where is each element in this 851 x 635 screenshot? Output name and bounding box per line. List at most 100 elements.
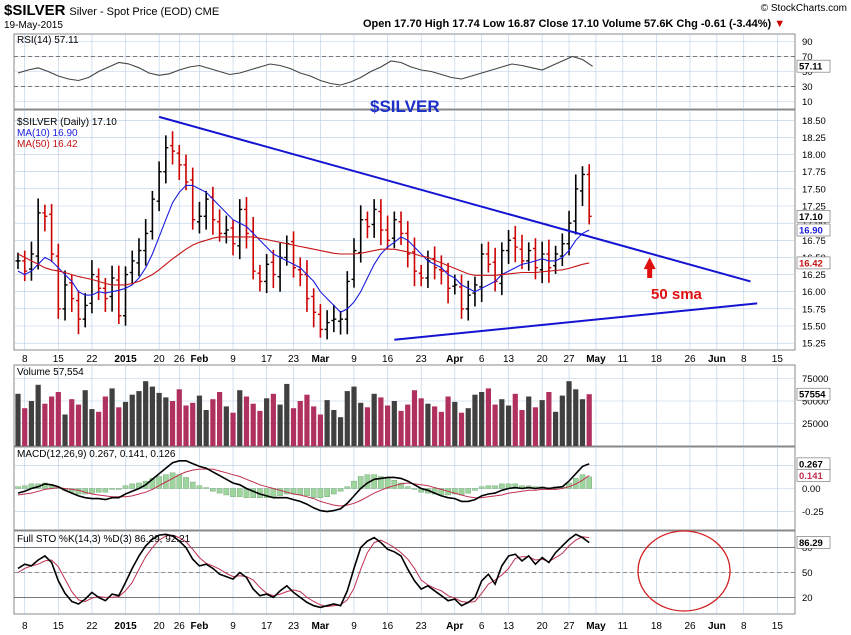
volume-label: Volume 57,554 [17,367,84,378]
x-axis-label: 9 [230,354,236,365]
volume-bar [49,396,55,446]
x-axis-label: 26 [174,354,186,365]
x-axis-label: 23 [416,354,428,365]
macd-histogram-bar [438,488,445,496]
rsi-tick-label: 10 [802,97,813,108]
ohlc-bar [243,197,249,249]
ohlc-bar [324,310,330,340]
ohlc-bar [257,264,263,292]
macd-histogram-bar [465,488,472,494]
ohlc-bar [291,231,297,278]
volume-bar [485,388,491,446]
x-axis-label-bottom: 27 [563,621,575,632]
price-tick-label: 17.25 [802,202,826,213]
ohlc-bar [163,135,169,184]
macd-histogram-bar [68,488,75,493]
volume-bar [55,392,61,446]
annotation-circle [637,530,731,612]
upper-trendline [158,115,751,283]
chart-title: $SILVER [370,97,440,116]
ohlc-bar [129,250,135,285]
macd-histogram-bar [384,478,391,489]
volume-bar [156,392,162,446]
macd-histogram-bar [411,488,418,490]
volume-bar [351,386,357,446]
rsi-line [17,55,593,86]
volume-bar [143,381,149,446]
price-tick-label: 16.25 [802,270,826,281]
volume-bar [526,396,532,446]
ohlc-bar [506,230,512,264]
ohlc-bar [190,167,196,230]
volume-bar [492,404,498,446]
volume-bar [337,417,344,446]
price-tick-label: 18.50 [802,116,826,127]
ohlc-bar [15,252,21,270]
ohlc-bar [445,262,451,304]
volume-value-label-box [796,387,831,401]
macd-histogram-bar [297,488,304,496]
x-axis-label: 2015 [114,354,137,365]
volume-bar [250,403,256,446]
volume-bar [317,414,323,446]
ma50-value-label: 16.42 [799,258,823,269]
x-axis-label-bottom: 26 [684,621,696,632]
volume-bar [237,390,243,446]
ohlc-bar [499,242,505,296]
ohlc-bar [55,243,61,319]
macd-histogram-bar [351,480,357,489]
ohlc-bar [223,215,229,244]
volume-value-label: 57554 [799,390,826,401]
x-axis-label: 20 [154,354,166,365]
x-axis-label: 27 [563,354,575,365]
volume-bar [432,406,438,446]
volume-bar [398,410,404,446]
price-tick-label: 17.75 [802,167,826,178]
ohlc-bar [170,131,176,165]
x-axis-label: 11 [618,354,629,365]
rsi-tick-label: 70 [802,52,813,63]
volume-bar [136,391,142,446]
volume-bar [438,411,444,446]
x-axis-label-bottom: May [586,621,606,632]
ohlc-bar [539,241,545,284]
volume-bar [505,405,512,446]
volume-bar [62,414,68,446]
x-axis-label-bottom: 23 [416,621,428,632]
volume-bar [163,397,169,446]
volume-bar [519,410,525,446]
rsi-tick-label: 30 [802,82,813,93]
volume-bar [284,383,290,446]
rsi-label: RSI(14) 57.11 [17,35,79,46]
x-axis-label: 15 [772,354,784,365]
x-axis-label: Apr [446,354,463,365]
ohlc-bar [579,166,585,206]
ohlc-bar [203,190,209,230]
x-axis-label: 8 [22,354,28,365]
stochastic-tick-label: 50 [802,568,813,579]
macd-histogram-bar [499,483,505,489]
stochastic-k-line [17,533,590,609]
ohlc-bar [156,161,162,212]
macd-histogram-bar [344,486,351,489]
macd-histogram-bar [317,488,324,498]
price-tick-label: 16.75 [802,236,826,247]
up-arrow-icon [643,257,656,278]
x-axis-label: 6 [479,354,485,365]
volume-bar [223,406,229,446]
volume-bar [452,401,458,446]
macd-histogram-bar [492,485,498,489]
ohlc-bar [183,154,189,191]
ma50-value-label-box [796,256,831,270]
ohlc-bar [559,233,565,266]
volume-bar [418,398,424,446]
volume-bar [183,405,189,446]
macd-histogram-bar [129,483,136,489]
x-axis-label-bottom: 26 [174,621,186,632]
volume-bar [28,401,35,446]
price-tick-label: 17.50 [802,184,826,195]
macd-signal-line [17,468,590,507]
volume-bar [445,396,451,446]
macd-histogram-bar [398,482,404,489]
ohlc-bar [96,268,102,300]
